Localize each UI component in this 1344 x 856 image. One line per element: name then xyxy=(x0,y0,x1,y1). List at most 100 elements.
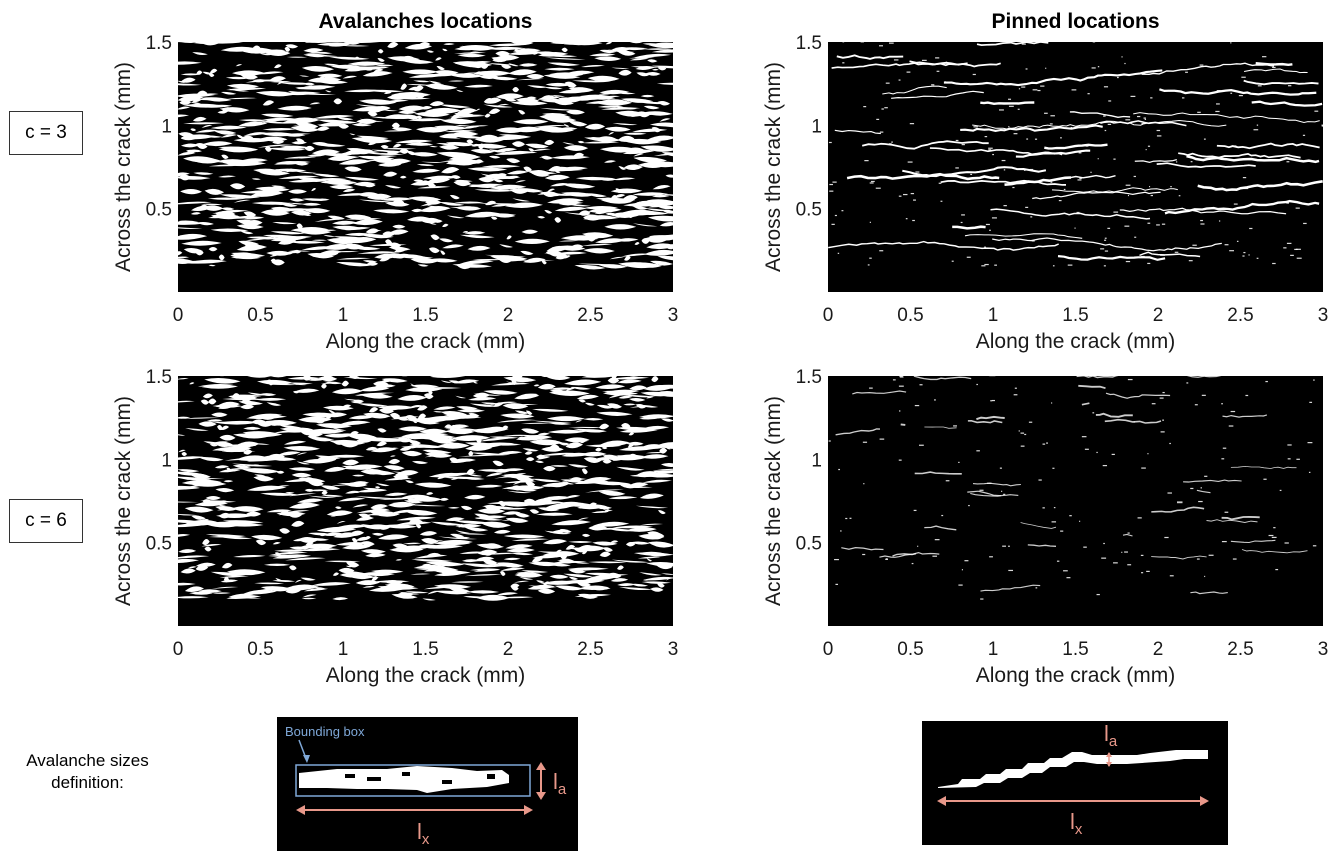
avalanche-patch xyxy=(338,420,371,426)
avalanche-patch xyxy=(407,118,446,122)
pinned-speck xyxy=(842,62,845,64)
avalanche-patch xyxy=(178,220,199,224)
avalanche-patch xyxy=(304,488,315,492)
avalanche-patch xyxy=(356,118,378,124)
avalanche-patch xyxy=(178,400,195,403)
avalanche-patch xyxy=(179,99,192,105)
avalanche-patch xyxy=(346,561,360,568)
avalanche-patch xyxy=(312,173,340,178)
avalanche-patch xyxy=(591,527,622,530)
pinned-line xyxy=(1230,539,1276,544)
pinned-speck xyxy=(973,126,978,128)
avalanche-patch xyxy=(358,199,393,203)
avalanche-patch xyxy=(217,146,247,149)
avalanche-patch xyxy=(322,405,354,411)
avalanche-patch xyxy=(604,126,631,132)
avalanche-patch xyxy=(387,56,421,62)
avalanche-patch xyxy=(183,477,225,481)
x-tick-label: 3 xyxy=(1318,639,1329,660)
avalanche-patch xyxy=(469,568,501,571)
pinned-speck xyxy=(1222,447,1227,449)
avalanche-patch xyxy=(632,223,658,227)
avalanche-patch xyxy=(342,544,371,550)
pinned-speck xyxy=(1029,168,1034,171)
avalanche-patch xyxy=(584,402,595,406)
avalanche-patch xyxy=(465,442,501,448)
pinned-speck xyxy=(1242,177,1247,179)
avalanche-patch xyxy=(445,141,475,147)
avalanche-patch xyxy=(178,93,203,97)
avalanche-patch xyxy=(338,159,371,165)
avalanche-patch xyxy=(178,582,196,586)
avalanche-patch xyxy=(486,501,527,505)
avalanche-patch xyxy=(210,228,249,233)
avalanche-patch xyxy=(542,539,568,545)
avalanche-patch xyxy=(572,152,585,159)
avalanche-patch xyxy=(659,222,673,227)
avalanche-patch xyxy=(179,174,192,181)
avalanche-patch xyxy=(412,168,441,173)
avalanche-patch xyxy=(456,89,464,92)
avalanche-patch xyxy=(564,379,602,386)
avalanche-patch xyxy=(321,494,344,497)
avalanche-patch xyxy=(550,465,569,467)
avalanche-patch xyxy=(178,534,191,537)
avalanche-patch xyxy=(655,563,673,570)
avalanche-patch xyxy=(549,574,569,579)
avalanche-patch xyxy=(657,582,665,588)
avalanche-patch xyxy=(640,94,655,98)
pinned-speck xyxy=(1241,76,1246,78)
avalanche-patch xyxy=(584,137,623,142)
avalanche-patch xyxy=(480,173,494,177)
avalanche-patch xyxy=(492,178,504,183)
avalanche-patch xyxy=(550,182,570,187)
avalanche-patch xyxy=(261,210,290,216)
avalanche-patch xyxy=(503,376,537,383)
avalanche-patch xyxy=(208,535,247,538)
pinned-speck xyxy=(991,399,995,402)
pinned-speck xyxy=(863,106,867,108)
avalanche-patch xyxy=(492,460,504,467)
avalanche-patch xyxy=(285,44,299,49)
pinned-speck xyxy=(1058,199,1062,202)
x-tick-label: 2 xyxy=(1153,639,1164,660)
avalanche-patch xyxy=(621,98,654,103)
pinned-speck xyxy=(834,558,839,561)
avalanche-patch xyxy=(214,130,237,135)
pinned-speck xyxy=(1231,145,1237,147)
avalanche-patch xyxy=(458,454,500,457)
avalanche-patch xyxy=(392,224,406,229)
avalanche-patch xyxy=(586,193,607,198)
avalanche-patch xyxy=(313,198,330,202)
avalanche-patch xyxy=(323,532,344,537)
pinned-speck xyxy=(1228,425,1234,427)
avalanche-patch xyxy=(254,582,285,585)
pinned-speck xyxy=(862,553,866,556)
avalanche-patch xyxy=(525,410,533,415)
x-tick-label: 2.5 xyxy=(577,639,603,660)
avalanche-patch xyxy=(352,504,369,508)
avalanche-patch xyxy=(324,381,343,385)
avalanche-patch xyxy=(510,42,534,46)
avalanche-patch xyxy=(355,580,381,586)
pinned-speck xyxy=(961,214,965,216)
avalanche-patch xyxy=(521,570,549,573)
avalanche-patch xyxy=(386,94,409,100)
avalanche-patch xyxy=(296,452,308,456)
avalanche-patch xyxy=(301,597,317,600)
avalanche-patch xyxy=(428,145,438,148)
avalanche-patch xyxy=(367,229,382,232)
avalanche-patch xyxy=(306,480,324,487)
avalanche-patch xyxy=(461,45,479,49)
avalanche-patch xyxy=(433,590,471,595)
y-tick-label: 1.5 xyxy=(146,33,172,54)
avalanche-patch xyxy=(178,258,195,264)
avalanche-patch xyxy=(563,145,589,151)
avalanche-patch xyxy=(659,447,668,454)
avalanche-patch xyxy=(333,98,343,105)
pinned-speck xyxy=(907,161,913,163)
avalanche-patch xyxy=(544,57,586,60)
pinned-speck xyxy=(876,118,880,121)
avalanche-patch xyxy=(366,512,401,516)
avalanche-patch xyxy=(457,533,487,535)
